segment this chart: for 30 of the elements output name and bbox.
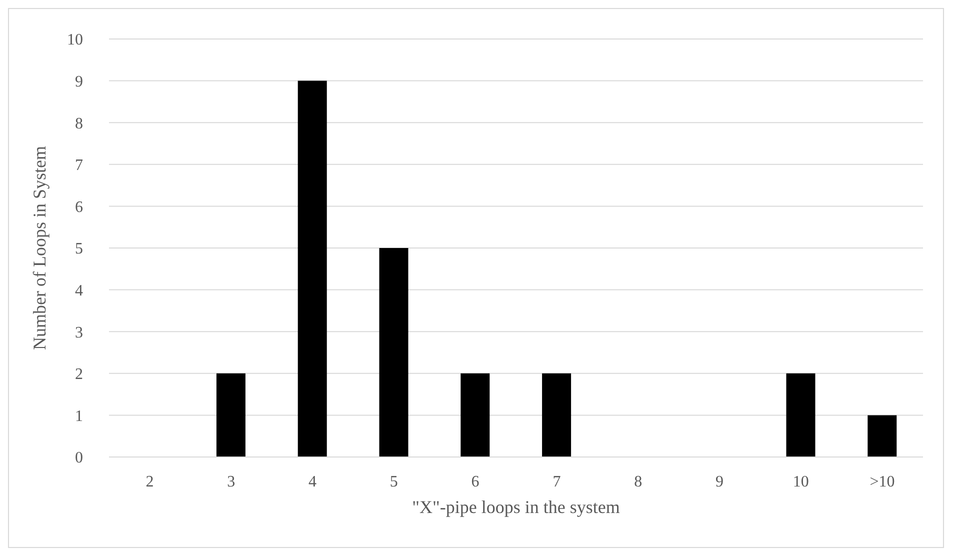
y-tick-label: 1 (75, 408, 83, 425)
x-tick-label: 5 (390, 473, 398, 490)
x-tick-label: 8 (634, 473, 642, 490)
bar (542, 373, 572, 457)
y-tick-label: 2 (75, 366, 83, 384)
y-tick-label: 6 (75, 198, 83, 216)
y-tick-label: 9 (75, 73, 83, 90)
y-tick-label: 4 (75, 282, 83, 300)
x-tick-label: 4 (308, 473, 316, 490)
x-tick-label: 3 (227, 473, 236, 490)
y-tick-label: 8 (75, 115, 83, 132)
bar (868, 415, 897, 457)
y-tick-label: 10 (67, 32, 83, 49)
x-tick-label: 2 (146, 473, 154, 490)
x-tick-label: 6 (471, 473, 480, 490)
bar (786, 373, 816, 457)
y-tick-label: 0 (75, 450, 83, 467)
bar (460, 373, 490, 457)
x-tick-label: 7 (552, 473, 561, 490)
bar (379, 248, 408, 457)
x-tick-label: 10 (792, 473, 809, 490)
bar (216, 373, 246, 457)
x-tick-label: >10 (870, 473, 895, 490)
y-axis-title: Number of Loops in System (29, 146, 50, 350)
x-axis-title: "X"-pipe loops in the system (412, 497, 620, 517)
bar (298, 80, 327, 457)
y-tick-label: 3 (75, 324, 83, 342)
x-tick-label: 9 (716, 473, 724, 490)
y-tick-label: 5 (75, 240, 83, 258)
y-tick-label: 7 (75, 157, 83, 174)
